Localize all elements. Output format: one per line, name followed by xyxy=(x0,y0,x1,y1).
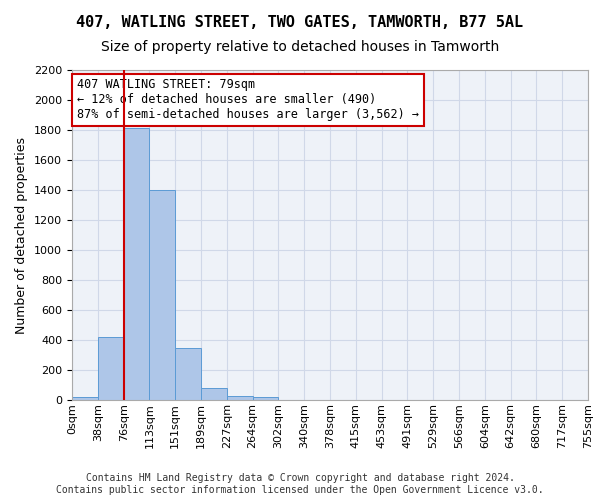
Bar xyxy=(175,348,201,400)
Bar xyxy=(124,128,149,400)
Bar xyxy=(72,397,98,400)
Bar xyxy=(253,397,278,400)
Text: Size of property relative to detached houses in Tamworth: Size of property relative to detached ho… xyxy=(101,40,499,54)
Text: 407, WATLING STREET, TWO GATES, TAMWORTH, B77 5AL: 407, WATLING STREET, TWO GATES, TAMWORTH… xyxy=(76,15,524,30)
Bar xyxy=(149,190,175,400)
Bar xyxy=(98,337,124,400)
Bar xyxy=(227,396,253,400)
Text: Contains HM Land Registry data © Crown copyright and database right 2024.
Contai: Contains HM Land Registry data © Crown c… xyxy=(56,474,544,495)
Y-axis label: Number of detached properties: Number of detached properties xyxy=(16,136,28,334)
Bar xyxy=(201,388,227,400)
Text: 407 WATLING STREET: 79sqm
← 12% of detached houses are smaller (490)
87% of semi: 407 WATLING STREET: 79sqm ← 12% of detac… xyxy=(77,78,419,121)
